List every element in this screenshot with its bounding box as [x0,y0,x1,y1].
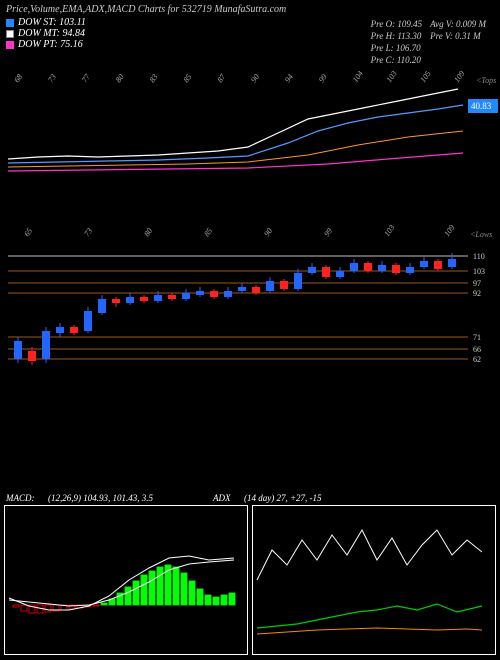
svg-text:99: 99 [317,72,329,84]
dow-legend: DOW ST: 103.11 DOW MT: 94.84 DOW PT: 75.… [6,17,86,67]
svg-text:71: 71 [473,333,481,342]
svg-text:<Tops: <Tops [476,76,496,85]
candlestick-panel: 65 73 80 85 90 99 103 109 <Lows 110 103 9792 71 6662 [0,221,500,391]
indicator-row [0,505,500,655]
ema-chart: 68 73 77 80 83 85 87 90 94 99 104 103 105 109 <Tops 40.… [0,71,500,211]
macd-chart [5,506,248,646]
swatch-mt [6,30,14,38]
svg-text:80: 80 [114,72,126,84]
swatch-st [6,19,14,27]
svg-text:99: 99 [322,226,334,238]
svg-text:90: 90 [262,226,274,238]
svg-text:80: 80 [142,226,154,238]
svg-text:65: 65 [22,226,34,238]
svg-text:66: 66 [473,345,481,354]
svg-text:103: 103 [385,71,399,84]
indicator-labels: MACD: (12,26,9) 104.93, 101.43, 3.5 ADX … [0,491,500,505]
svg-text:97: 97 [473,279,481,288]
svg-text:73: 73 [82,226,94,238]
svg-text:109: 109 [452,71,466,84]
svg-text:110: 110 [473,252,485,261]
adx-chart [253,506,496,646]
svg-text:104: 104 [351,71,365,84]
svg-text:<Lows: <Lows [470,230,492,239]
svg-text:68: 68 [12,72,24,84]
svg-text:103: 103 [382,223,396,238]
ema-line-panel: 68 73 77 80 83 85 87 90 94 99 104 103 105 109 <Tops 40.… [0,71,500,211]
svg-text:83: 83 [148,72,160,84]
svg-text:103: 103 [473,267,485,276]
chart-title: Price,Volume,EMA,ADX,MACD Charts for 532… [6,4,494,15]
chart-header: Price,Volume,EMA,ADX,MACD Charts for 532… [0,0,500,71]
svg-text:92: 92 [473,289,481,298]
svg-text:87: 87 [215,72,228,85]
svg-text:40.83: 40.83 [471,101,492,111]
spacer [0,391,500,491]
svg-text:73: 73 [46,72,58,84]
price-stats: Pre O: 109.45Avg V: 0.009 M Pre H: 113.3… [369,17,494,67]
candlestick-chart: 65 73 80 85 90 99 103 109 <Lows 110 103 9792 71 6662 [0,221,500,391]
svg-text:109: 109 [442,223,456,238]
svg-text:77: 77 [80,72,93,85]
svg-text:62: 62 [473,355,481,364]
macd-panel [4,505,248,655]
svg-text:90: 90 [249,72,261,84]
swatch-pt [6,41,14,49]
legend-box: DOW ST: 103.11 DOW MT: 94.84 DOW PT: 75.… [6,17,494,67]
svg-text:105: 105 [418,71,432,84]
svg-text:94: 94 [283,72,295,84]
svg-text:85: 85 [202,226,214,238]
adx-panel [252,505,496,655]
svg-text:85: 85 [181,72,193,84]
